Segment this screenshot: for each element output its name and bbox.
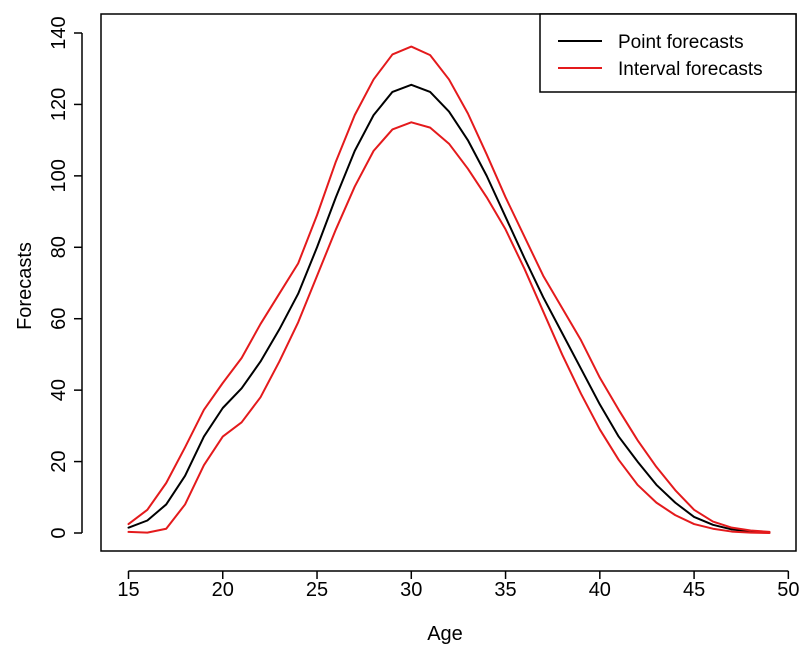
y-axis-label: Forecasts (14, 242, 36, 330)
plot-area (100, 13, 797, 552)
y-tick-label-140: 140 (48, 16, 70, 49)
x-tick-label-15: 15 (117, 579, 139, 601)
series-line-0 (127, 83, 771, 534)
x-tick-label-40: 40 (589, 579, 611, 601)
axes-layer: 15 20 25 30 35 40 45 50 0 20 40 60 80 100 120 140 (48, 16, 799, 601)
x-tick-label-25: 25 (306, 579, 328, 601)
legend-box (539, 13, 797, 93)
y-tick-label-100: 100 (48, 159, 70, 192)
y-tick-label-0: 0 (48, 527, 70, 538)
y-tick-label-120: 120 (48, 88, 70, 121)
x-axis-label: Age (427, 623, 463, 645)
x-tick-label-30: 30 (400, 579, 422, 601)
legend-label-1: Interval forecasts (618, 59, 763, 80)
series-line-2 (127, 121, 771, 534)
x-tick-label-35: 35 (494, 579, 516, 601)
x-tick-label-45: 45 (683, 579, 705, 601)
y-tick-label-40: 40 (48, 379, 70, 401)
y-tick-label-20: 20 (48, 450, 70, 472)
x-tick-label-20: 20 (212, 579, 234, 601)
legend: Point forecasts Interval forecasts (539, 13, 797, 93)
series-line-1 (127, 45, 771, 533)
series-layer (127, 45, 771, 534)
y-tick-label-80: 80 (48, 236, 70, 258)
legend-label-0: Point forecasts (618, 32, 744, 53)
y-tick-label-60: 60 (48, 308, 70, 330)
plot-frame (100, 13, 797, 552)
x-tick-label-50: 50 (777, 579, 799, 601)
